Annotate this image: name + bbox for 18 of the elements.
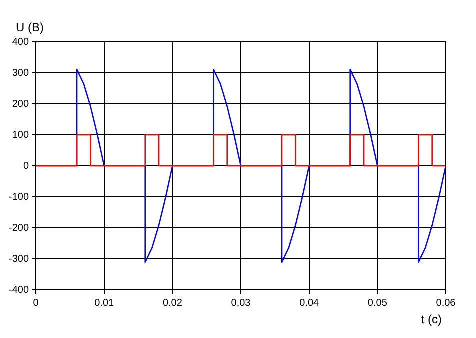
- y-tick-label: 400: [12, 36, 30, 48]
- x-tick-label: 0.04: [300, 298, 320, 309]
- x-tick-label: 0: [33, 298, 40, 309]
- y-axis-title: U (B): [16, 20, 44, 34]
- x-axis-title: t (c): [421, 312, 442, 326]
- y-tick-label: -300: [9, 254, 30, 265]
- y-tick-label: -400: [9, 284, 30, 296]
- x-tick-label: 0.05: [368, 298, 388, 309]
- y-tick-label: 300: [12, 68, 30, 79]
- y-tick-label: -200: [9, 222, 30, 234]
- y-tick-label: 0: [23, 160, 30, 172]
- x-tick-label: 0.02: [162, 298, 183, 309]
- y-tick-label: 200: [12, 98, 30, 110]
- y-tick-label: -100: [9, 192, 30, 203]
- x-tick-label: 0.06: [436, 298, 456, 309]
- x-tick-label: 0.01: [94, 298, 115, 309]
- x-tick-label: 0.03: [231, 298, 252, 309]
- y-tick-label: 100: [12, 130, 30, 141]
